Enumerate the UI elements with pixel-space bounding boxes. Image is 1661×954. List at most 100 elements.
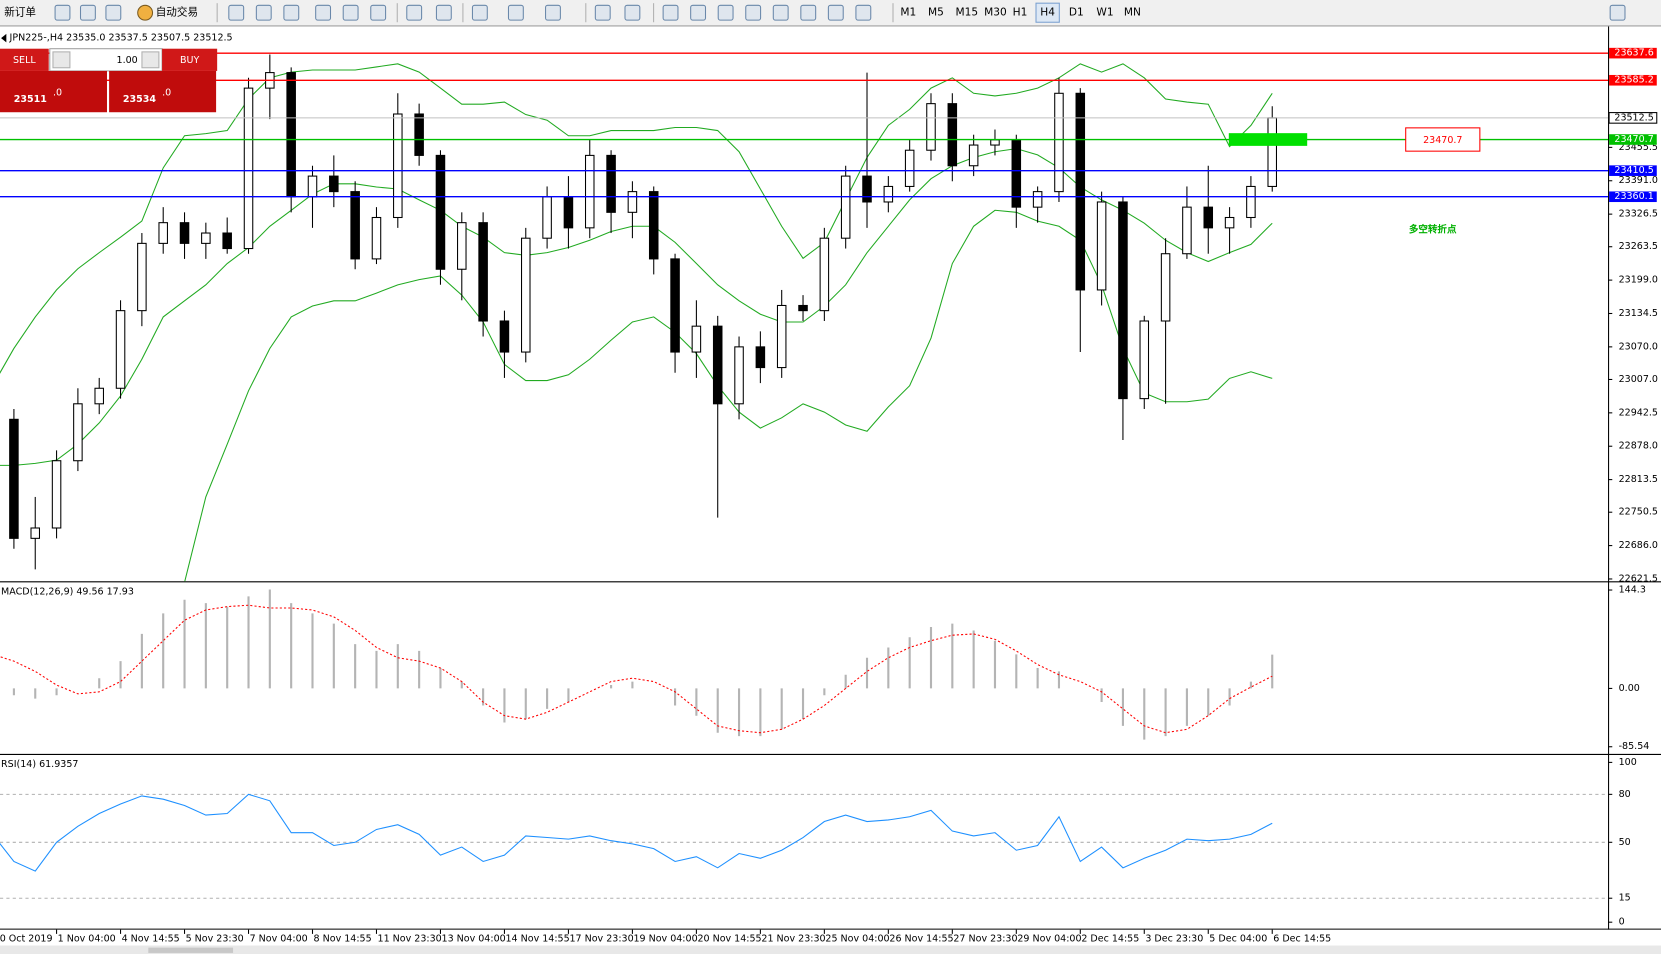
y-tick-label: 22621.5 — [1619, 573, 1658, 584]
line-price-box — [1609, 191, 1657, 203]
toolbar-button[interactable]: 新订单 — [4, 6, 36, 19]
timeframe-button[interactable]: M15 — [955, 7, 978, 19]
timeframe-button[interactable]: M1 — [900, 7, 916, 19]
x-tick-label: 1 Nov 04:00 — [58, 934, 116, 945]
y-tick-label: 0.00 — [1619, 683, 1640, 694]
toolbar-icon[interactable] — [471, 4, 488, 21]
toolbar-icon[interactable] — [624, 4, 641, 21]
y-tick-label: 15 — [1619, 893, 1631, 904]
candle-body — [563, 196, 574, 229]
indicator-title: JPN225-,H4 23535.0 23537.5 23507.5 23512… — [9, 33, 233, 44]
toolbar-icon[interactable] — [370, 4, 387, 21]
y-tick-label: 22686.0 — [1619, 540, 1658, 551]
candle-body — [457, 222, 467, 270]
x-tick-label: 2 Dec 14:55 — [1081, 934, 1139, 945]
toolbar-icon[interactable] — [717, 4, 734, 21]
timeframe-button[interactable]: D1 — [1069, 7, 1084, 19]
candle-body — [243, 87, 254, 250]
candle-body — [734, 346, 744, 405]
sell-label[interactable]: SELL — [13, 55, 36, 66]
candle-body — [393, 113, 403, 219]
x-tick-label: 6 Dec 14:55 — [1273, 934, 1331, 945]
candle-body — [968, 144, 979, 167]
candle-body — [755, 346, 766, 369]
candle-body — [1118, 201, 1128, 400]
candle-body — [94, 387, 104, 405]
toolbar-icon[interactable] — [315, 4, 332, 21]
toolbar-icon[interactable] — [507, 4, 524, 21]
y-tick-label: 23134.5 — [1619, 308, 1658, 319]
candle-body — [776, 304, 787, 369]
timeframe-button[interactable]: W1 — [1096, 7, 1113, 19]
candle-body — [1139, 320, 1150, 400]
toolbar-icon[interactable] — [772, 4, 789, 21]
buy-label[interactable]: BUY — [180, 55, 199, 66]
signal-line — [0, 604, 1273, 734]
rsi-pane — [0, 793, 1609, 899]
sell-button[interactable] — [0, 48, 49, 71]
ask-price[interactable]: 23534 — [123, 94, 156, 105]
candle-body — [648, 191, 659, 260]
candle-body — [1096, 201, 1107, 291]
toolbar: 新订单 自动交易 M1 M5 M15 M30 H1 H4 D1 W1 MN — [0, 0, 1661, 27]
buy-button[interactable] — [162, 48, 218, 71]
candle-body — [712, 325, 723, 405]
lot-value[interactable]: 1.00 — [117, 55, 138, 66]
toolbar-icon[interactable] — [594, 4, 611, 21]
toolbar-icon[interactable] — [54, 4, 71, 21]
bid-box[interactable] — [0, 70, 107, 113]
candle-body — [1203, 206, 1214, 229]
toolbar-icon[interactable] — [79, 4, 96, 21]
candle-body — [201, 232, 211, 244]
bid-price[interactable]: 23511 — [14, 94, 47, 105]
x-tick-label: 11 Nov 23:30 — [378, 934, 442, 945]
toolbar-icon[interactable] — [662, 4, 679, 21]
toolbar-icon[interactable] — [690, 4, 707, 21]
toolbar-icon[interactable] — [545, 4, 561, 21]
candle-body — [9, 418, 19, 539]
toolbar-icon[interactable] — [827, 4, 844, 21]
toolbar-icon[interactable] — [800, 4, 817, 21]
toolbar-button[interactable]: 自动交易 — [156, 6, 198, 19]
toolbar-icon[interactable] — [137, 4, 154, 21]
price-box — [1608, 112, 1658, 124]
lot-down[interactable] — [52, 51, 71, 69]
timeframe-button[interactable]: H4 — [1040, 7, 1055, 19]
toolbar-icon[interactable] — [105, 4, 122, 21]
turning-point-marker — [1228, 133, 1308, 146]
scroll-thumb[interactable] — [148, 947, 234, 953]
lot-up[interactable] — [141, 51, 160, 69]
timeframe-button[interactable]: M5 — [928, 7, 944, 19]
ask-box[interactable] — [109, 70, 217, 113]
y-tick-label: 22878.0 — [1619, 441, 1658, 452]
toolbar-icon[interactable] — [406, 4, 423, 21]
x-tick-label: 3 Dec 23:30 — [1145, 934, 1203, 945]
candle-body — [670, 258, 680, 353]
ask-fraction[interactable]: .0 — [162, 88, 171, 99]
toolbar-icon[interactable] — [855, 4, 872, 21]
line-price-box — [1609, 74, 1657, 86]
line-price-label: 23470.7 — [1614, 134, 1653, 145]
toolbar-icon[interactable] — [745, 4, 762, 21]
candle-body — [478, 222, 488, 322]
x-tick-label: 26 Nov 14:55 — [889, 934, 953, 945]
candle-body — [371, 216, 382, 260]
toolbar-icon[interactable] — [342, 4, 359, 21]
y-tick-label: 100 — [1619, 757, 1637, 768]
timeframe-button[interactable]: H1 — [1013, 7, 1028, 19]
toolbar-icon[interactable] — [255, 4, 272, 21]
timeframe-button[interactable]: MN — [1124, 7, 1141, 19]
bid-fraction[interactable]: .0 — [53, 88, 62, 99]
candle-body — [499, 320, 510, 353]
timeframe-button[interactable]: M30 — [984, 7, 1007, 19]
y-tick-label: 22750.5 — [1619, 507, 1658, 518]
toolbar-icon[interactable] — [283, 4, 300, 21]
scrollbar — [0, 945, 1661, 954]
x-tick-label: 8 Nov 14:55 — [314, 934, 372, 945]
y-tick-label: 23199.0 — [1619, 275, 1658, 286]
toolbar-icon[interactable] — [228, 4, 245, 21]
candle-body — [606, 154, 616, 213]
candle-body — [307, 175, 318, 198]
toolbar-icon[interactable] — [1609, 4, 1626, 21]
toolbar-icon[interactable] — [435, 4, 452, 21]
